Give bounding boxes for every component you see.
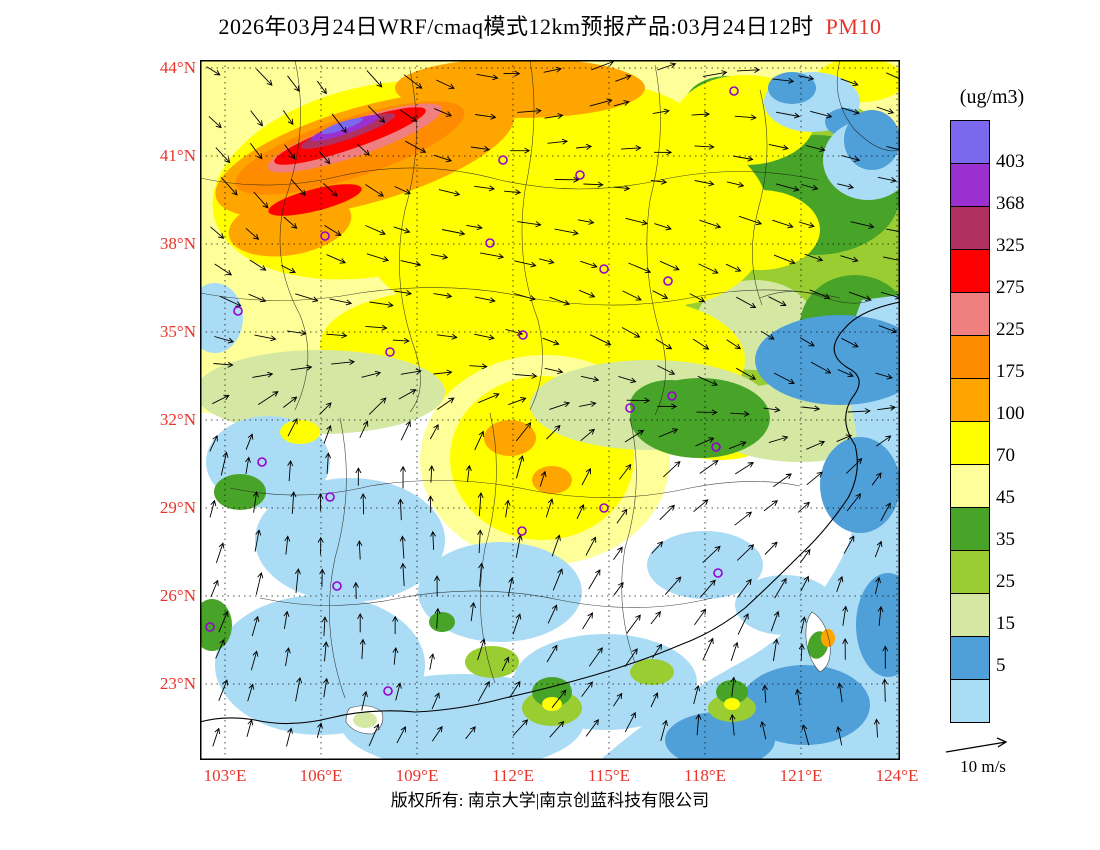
lat-label: 35°N	[159, 322, 196, 341]
colorbar-cell	[950, 292, 990, 336]
city-marker	[385, 347, 395, 357]
colorbar-level-label: 368	[996, 193, 1025, 214]
colorbar: 403 368 325 275 225 175 100 70 45 35 25 15 5	[950, 120, 1025, 723]
city-marker	[498, 155, 508, 165]
city-marker	[625, 403, 635, 413]
colorbar-cells	[950, 120, 990, 723]
colorbar-level-label: 35	[996, 529, 1015, 550]
forecast-map	[200, 60, 900, 760]
colorbar-cell	[950, 421, 990, 465]
colorbar-level-label: 175	[996, 361, 1025, 382]
lon-label: 115°E	[587, 766, 631, 785]
pollutant-label: PM10	[825, 14, 882, 39]
city-marker	[383, 686, 393, 696]
wind-scale-label: 10 m/s	[960, 757, 1006, 776]
city-marker	[517, 526, 527, 536]
colorbar-level-label: 403	[996, 151, 1025, 172]
colorbar-cell	[950, 249, 990, 293]
colorbar-level-label: 225	[996, 319, 1025, 340]
colorbar-level-label: 100	[996, 403, 1025, 424]
city-marker	[233, 306, 243, 316]
map-frame	[200, 60, 900, 760]
city-marker	[518, 330, 528, 340]
wind-scale-arrow-icon	[945, 737, 1008, 753]
city-marker	[713, 568, 723, 578]
city-marker	[320, 231, 330, 241]
colorbar-level-label: 45	[996, 487, 1015, 508]
colorbar-cell	[950, 550, 990, 594]
city-marker	[575, 170, 585, 180]
lat-label: 29°N	[159, 498, 196, 517]
lat-label: 23°N	[159, 674, 196, 693]
colorbar-cell	[950, 206, 990, 250]
colorbar-cell	[950, 507, 990, 551]
colorbar-cell	[950, 593, 990, 637]
copyright-text: 版权所有: 南京大学|南京创蓝科技有限公司	[390, 791, 710, 810]
lon-label: 109°E	[395, 766, 439, 785]
wind-vector-arrows	[206, 60, 900, 747]
city-marker	[711, 442, 721, 452]
city-marker	[485, 238, 495, 248]
colorbar-cell	[950, 120, 990, 164]
colorbar-level-label: 15	[996, 613, 1015, 634]
city-marker	[257, 457, 267, 467]
colorbar-level-label: 70	[996, 445, 1015, 466]
title-text: 2026年03月24日WRF/cmaq模式12km预报产品:03月24日12时	[218, 14, 814, 39]
lon-label: 124°E	[875, 766, 919, 785]
city-marker	[332, 581, 342, 591]
lat-label: 38°N	[159, 234, 196, 253]
colorbar-cell	[950, 163, 990, 207]
city-marker	[599, 264, 609, 274]
lon-label: 121°E	[779, 766, 823, 785]
lat-label: 32°N	[159, 410, 196, 429]
lat-label: 44°N	[159, 58, 196, 77]
lon-label: 118°E	[683, 766, 727, 785]
colorbar-unit-label: (ug/m3)	[959, 86, 1025, 108]
coastline	[200, 301, 900, 725]
lon-label: 106°E	[299, 766, 343, 785]
lon-label: 103°E	[203, 766, 247, 785]
city-marker	[599, 503, 609, 513]
city-marker	[205, 622, 215, 632]
city-marker	[325, 492, 335, 502]
lat-label: 41°N	[159, 146, 196, 165]
city-markers	[205, 86, 739, 696]
colorbar-cell	[950, 378, 990, 422]
colorbar-level-label: 5	[996, 655, 1006, 676]
colorbar-cell	[950, 335, 990, 379]
city-marker	[667, 391, 677, 401]
city-marker	[663, 276, 673, 286]
wind-reference-arrow	[945, 737, 1008, 753]
colorbar-cell	[950, 636, 990, 680]
page-title: 2026年03月24日WRF/cmaq模式12km预报产品:03月24日12时 P…	[0, 9, 1100, 41]
colorbar-cell	[950, 464, 990, 508]
colorbar-cell	[950, 679, 990, 723]
lat-label: 26°N	[159, 586, 196, 605]
colorbar-level-label: 25	[996, 571, 1015, 592]
colorbar-level-label: 275	[996, 277, 1025, 298]
colorbar-level-label: 325	[996, 235, 1025, 256]
lon-label: 112°E	[491, 766, 535, 785]
pm10-concentration-field	[200, 60, 900, 760]
city-marker	[729, 86, 739, 96]
